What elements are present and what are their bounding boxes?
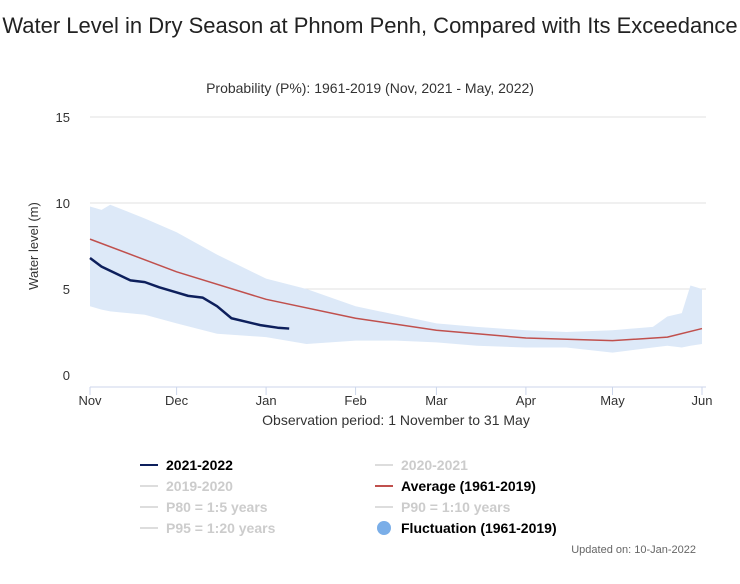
line-swatch-icon bbox=[375, 506, 393, 508]
x-tick-label: Nov bbox=[78, 393, 102, 408]
line-swatch-icon bbox=[375, 464, 393, 466]
legend-label: P90 = 1:10 years bbox=[401, 499, 511, 515]
y-tick-label: 15 bbox=[56, 110, 70, 125]
legend: 2021-2022 2020-2021 2019-2020 Average (1961… bbox=[140, 456, 600, 537]
legend-item[interactable]: 2021-2022 bbox=[140, 456, 375, 474]
x-tick-label: May bbox=[600, 393, 625, 408]
line-swatch-icon bbox=[140, 464, 158, 466]
line-swatch-icon bbox=[375, 485, 393, 487]
x-tick-label: Feb bbox=[344, 393, 366, 408]
x-tick-label: Apr bbox=[516, 393, 537, 408]
chart-plot: 0 5 10 15 Nov Dec Jan Feb Mar Apr May Jun Observati… bbox=[26, 110, 713, 428]
line-swatch-icon bbox=[140, 506, 158, 508]
legend-label: P80 = 1:5 years bbox=[166, 499, 268, 515]
x-tick-label: Jun bbox=[692, 393, 713, 408]
legend-label: Average (1961-2019) bbox=[401, 478, 536, 494]
chart-subtitle: Probability (P%): 1961-2019 (Nov, 2021 -… bbox=[206, 80, 534, 96]
legend-item[interactable]: P95 = 1:20 years bbox=[140, 519, 375, 537]
x-tick-label: Jan bbox=[256, 393, 277, 408]
x-axis-label: Observation period: 1 November to 31 May bbox=[262, 412, 530, 428]
series-line-average-1961-2019- bbox=[89, 238, 703, 342]
fluctuation-band bbox=[90, 204, 702, 353]
legend-label: 2019-2020 bbox=[166, 478, 233, 494]
y-axis-label: Water level (m) bbox=[26, 202, 41, 290]
legend-item[interactable]: Average (1961-2019) bbox=[375, 477, 600, 495]
legend-item[interactable]: P90 = 1:10 years bbox=[375, 498, 600, 516]
circle-icon bbox=[377, 521, 391, 535]
series-line-2021-2022 bbox=[89, 257, 290, 330]
line-swatch-icon bbox=[140, 485, 158, 487]
x-tick-label: Mar bbox=[425, 393, 448, 408]
legend-item[interactable]: Fluctuation (1961-2019) bbox=[375, 519, 600, 537]
y-tick-label: 5 bbox=[63, 282, 70, 297]
legend-label: P95 = 1:20 years bbox=[166, 520, 276, 536]
y-tick-label: 10 bbox=[56, 196, 70, 211]
legend-item[interactable]: 2019-2020 bbox=[140, 477, 375, 495]
legend-item[interactable]: P80 = 1:5 years bbox=[140, 498, 375, 516]
line-swatch-icon bbox=[140, 527, 158, 529]
x-tick-label: Dec bbox=[165, 393, 189, 408]
chart-title: Water Level in Dry Season at Phnom Penh,… bbox=[2, 13, 738, 38]
updated-note: Updated on: 10-Jan-2022 bbox=[571, 544, 696, 556]
legend-label: 2020-2021 bbox=[401, 457, 468, 473]
legend-item[interactable]: 2020-2021 bbox=[375, 456, 600, 474]
y-tick-label: 0 bbox=[63, 368, 70, 383]
legend-label: Fluctuation (1961-2019) bbox=[401, 520, 557, 536]
legend-label: 2021-2022 bbox=[166, 457, 233, 473]
